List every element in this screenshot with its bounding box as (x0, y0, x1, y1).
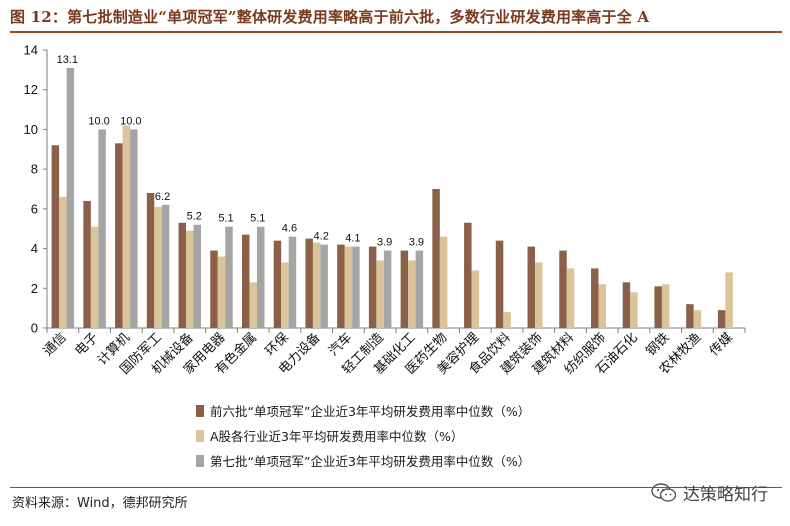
y-tick-label: 10 (24, 122, 38, 137)
watermark-text: 达策略知行 (683, 485, 768, 505)
data-label: 10.0 (88, 115, 109, 127)
data-label: 10.0 (120, 115, 141, 127)
y-tick-label: 0 (31, 321, 38, 336)
bar-1 (368, 246, 377, 328)
legend-item: 前六批“单项冠军”企业近3年平均研发费用率中位数（%） (196, 398, 530, 423)
bar-2 (471, 270, 480, 328)
bar-1 (273, 240, 282, 328)
bar-3 (225, 226, 233, 328)
bar-1 (527, 246, 536, 328)
bar-1 (654, 286, 662, 328)
footer-divider (10, 487, 782, 488)
bar-1 (495, 240, 504, 328)
bar-1 (432, 189, 440, 328)
bar-1 (305, 238, 313, 328)
watermark: 达策略知行 (651, 480, 768, 505)
data-label: 13.1 (57, 54, 78, 66)
y-tick-label: 2 (31, 281, 38, 296)
bar-3 (161, 204, 170, 328)
bar-3 (193, 224, 202, 328)
bar-2 (725, 272, 733, 328)
y-tick-label: 4 (31, 241, 38, 256)
y-tick-label: 6 (31, 201, 38, 216)
bar-1 (51, 145, 60, 328)
legend-item: A股各行业近3年平均研发费用率中位数（%） (196, 423, 530, 448)
chart-title: 图 12：第七批制造业“单项冠军”整体研发费用率略高于前六批，多数行业研发费用率… (10, 8, 650, 26)
bar-1 (83, 200, 91, 328)
bar-2 (439, 236, 448, 328)
bar-3 (383, 250, 392, 328)
bar-3 (288, 236, 297, 328)
bar-2 (503, 312, 511, 328)
bar-1 (686, 304, 694, 328)
bar-2 (122, 125, 131, 328)
bar-1 (717, 310, 726, 328)
title-divider (10, 31, 782, 33)
data-label: 4.6 (282, 223, 297, 235)
data-label: 3.9 (377, 237, 392, 249)
x-tick-label: 传媒 (707, 330, 736, 359)
bar-2 (344, 246, 353, 328)
legend-swatch (196, 404, 204, 417)
bar-2 (598, 284, 606, 328)
chart-legend: 前六批“单项冠军”企业近3年平均研发费用率中位数（%） A股各行业近3年平均研发费… (196, 398, 530, 473)
bar-1 (210, 250, 218, 328)
bar-1 (590, 268, 599, 328)
bar-1 (337, 244, 345, 328)
bar-1 (464, 222, 472, 328)
bar-1 (559, 250, 567, 328)
data-label: 5.1 (250, 213, 265, 225)
bar-1 (622, 282, 631, 328)
bar-2 (535, 262, 543, 328)
bar-2 (693, 310, 702, 328)
y-tick-label: 14 (24, 43, 38, 58)
y-tick-label: 8 (31, 162, 38, 177)
x-tick-label: 通信 (41, 330, 70, 359)
wechat-icon (651, 482, 677, 502)
legend-label: 第七批“单项冠军”企业近3年平均研发费用率中位数（%） (210, 454, 531, 469)
legend-label: 前六批“单项冠军”企业近3年平均研发费用率中位数（%） (210, 404, 531, 419)
legend-swatch (196, 429, 204, 442)
bar-1 (178, 222, 187, 328)
data-label: 6.2 (155, 191, 170, 203)
bar-2 (90, 226, 99, 328)
bar-3 (415, 250, 424, 328)
bar-1 (146, 192, 155, 328)
legend-item: 第七批“单项冠军”企业近3年平均研发费用率中位数（%） (196, 448, 530, 473)
source-note: 资料来源：Wind，德邦研究所 (12, 496, 188, 511)
bar-2 (376, 260, 384, 328)
bar-3 (130, 129, 138, 328)
data-label: 3.9 (409, 237, 424, 249)
legend-swatch (196, 454, 204, 467)
bar-3 (256, 226, 265, 328)
data-label: 4.2 (314, 231, 329, 243)
bar-2 (154, 206, 162, 328)
bar-2 (281, 262, 289, 328)
bar-3 (98, 129, 106, 328)
data-label: 4.1 (345, 233, 360, 245)
bar-2 (249, 282, 257, 328)
bar-1 (115, 143, 123, 328)
y-tick-label: 12 (24, 82, 38, 97)
bar-2 (661, 284, 670, 328)
bar-3 (352, 246, 360, 328)
bar-2 (217, 256, 226, 328)
data-label: 5.1 (218, 213, 233, 225)
bar-2 (186, 230, 194, 328)
bar-3 (66, 67, 75, 328)
bar-2 (408, 260, 416, 328)
bar-1 (400, 250, 409, 328)
data-label: 5.2 (187, 211, 202, 223)
legend-label: A股各行业近3年平均研发费用率中位数（%） (210, 429, 464, 444)
bar-2 (59, 196, 67, 328)
bar-2 (566, 268, 575, 328)
bar-2 (630, 292, 638, 328)
bar-2 (312, 242, 321, 328)
bar-3 (320, 244, 328, 328)
bar-1 (241, 234, 250, 328)
